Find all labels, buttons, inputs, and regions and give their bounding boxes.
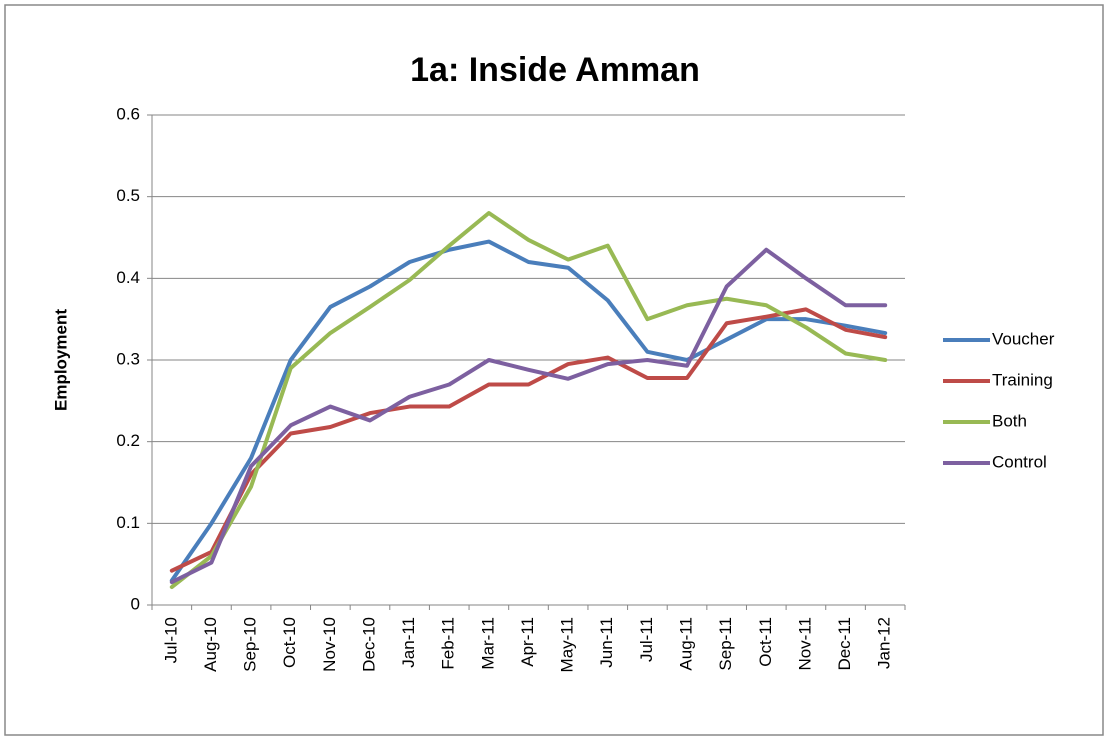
y-tick-label: 0.2 <box>116 431 140 450</box>
legend-label: Both <box>992 411 1027 430</box>
legend-label: Voucher <box>992 329 1055 348</box>
series-line <box>169 239 888 583</box>
x-tick-label: Jan-12 <box>875 617 894 669</box>
y-tick-label: 0.5 <box>116 186 140 205</box>
x-tick-label: Oct-10 <box>280 617 299 668</box>
x-tick-label: Jul-10 <box>161 617 180 663</box>
x-tick-label: May-11 <box>558 617 577 672</box>
x-tick-label: Aug-10 <box>201 617 220 672</box>
x-tick-label: Jun-11 <box>597 617 616 668</box>
legend-label: Training <box>992 370 1053 389</box>
x-tick-label: Jan-11 <box>399 617 418 668</box>
x-tick-label: Oct-11 <box>756 617 775 667</box>
y-tick-label: 0.4 <box>116 268 140 287</box>
series-line <box>169 307 888 573</box>
x-tick-label: Apr-11 <box>518 617 537 667</box>
y-tick-label: 0 <box>131 594 140 613</box>
y-tick-label: 0.1 <box>116 513 140 532</box>
chart-title: 1a: Inside Amman <box>410 51 700 89</box>
y-axis-label: Employment <box>51 309 70 411</box>
series-line <box>169 247 888 585</box>
legend-label: Control <box>992 452 1047 471</box>
x-tick-label: Sep-10 <box>241 617 260 672</box>
x-tick-label: Feb-11 <box>439 617 458 670</box>
y-tick-label: 0.6 <box>116 104 140 123</box>
x-tick-label: Nov-10 <box>320 617 339 672</box>
x-tick-label: Nov-11 <box>795 617 814 671</box>
x-tick-label: Aug-11 <box>677 617 696 671</box>
y-tick-label: 0.3 <box>116 349 140 368</box>
x-tick-label: Mar-11 <box>478 617 497 670</box>
x-tick-label: Dec-11 <box>835 617 854 671</box>
x-tick-label: Jul-11 <box>637 617 656 662</box>
x-tick-label: Dec-10 <box>359 617 378 672</box>
series-line <box>169 211 888 590</box>
x-tick-label: Sep-11 <box>716 617 735 671</box>
